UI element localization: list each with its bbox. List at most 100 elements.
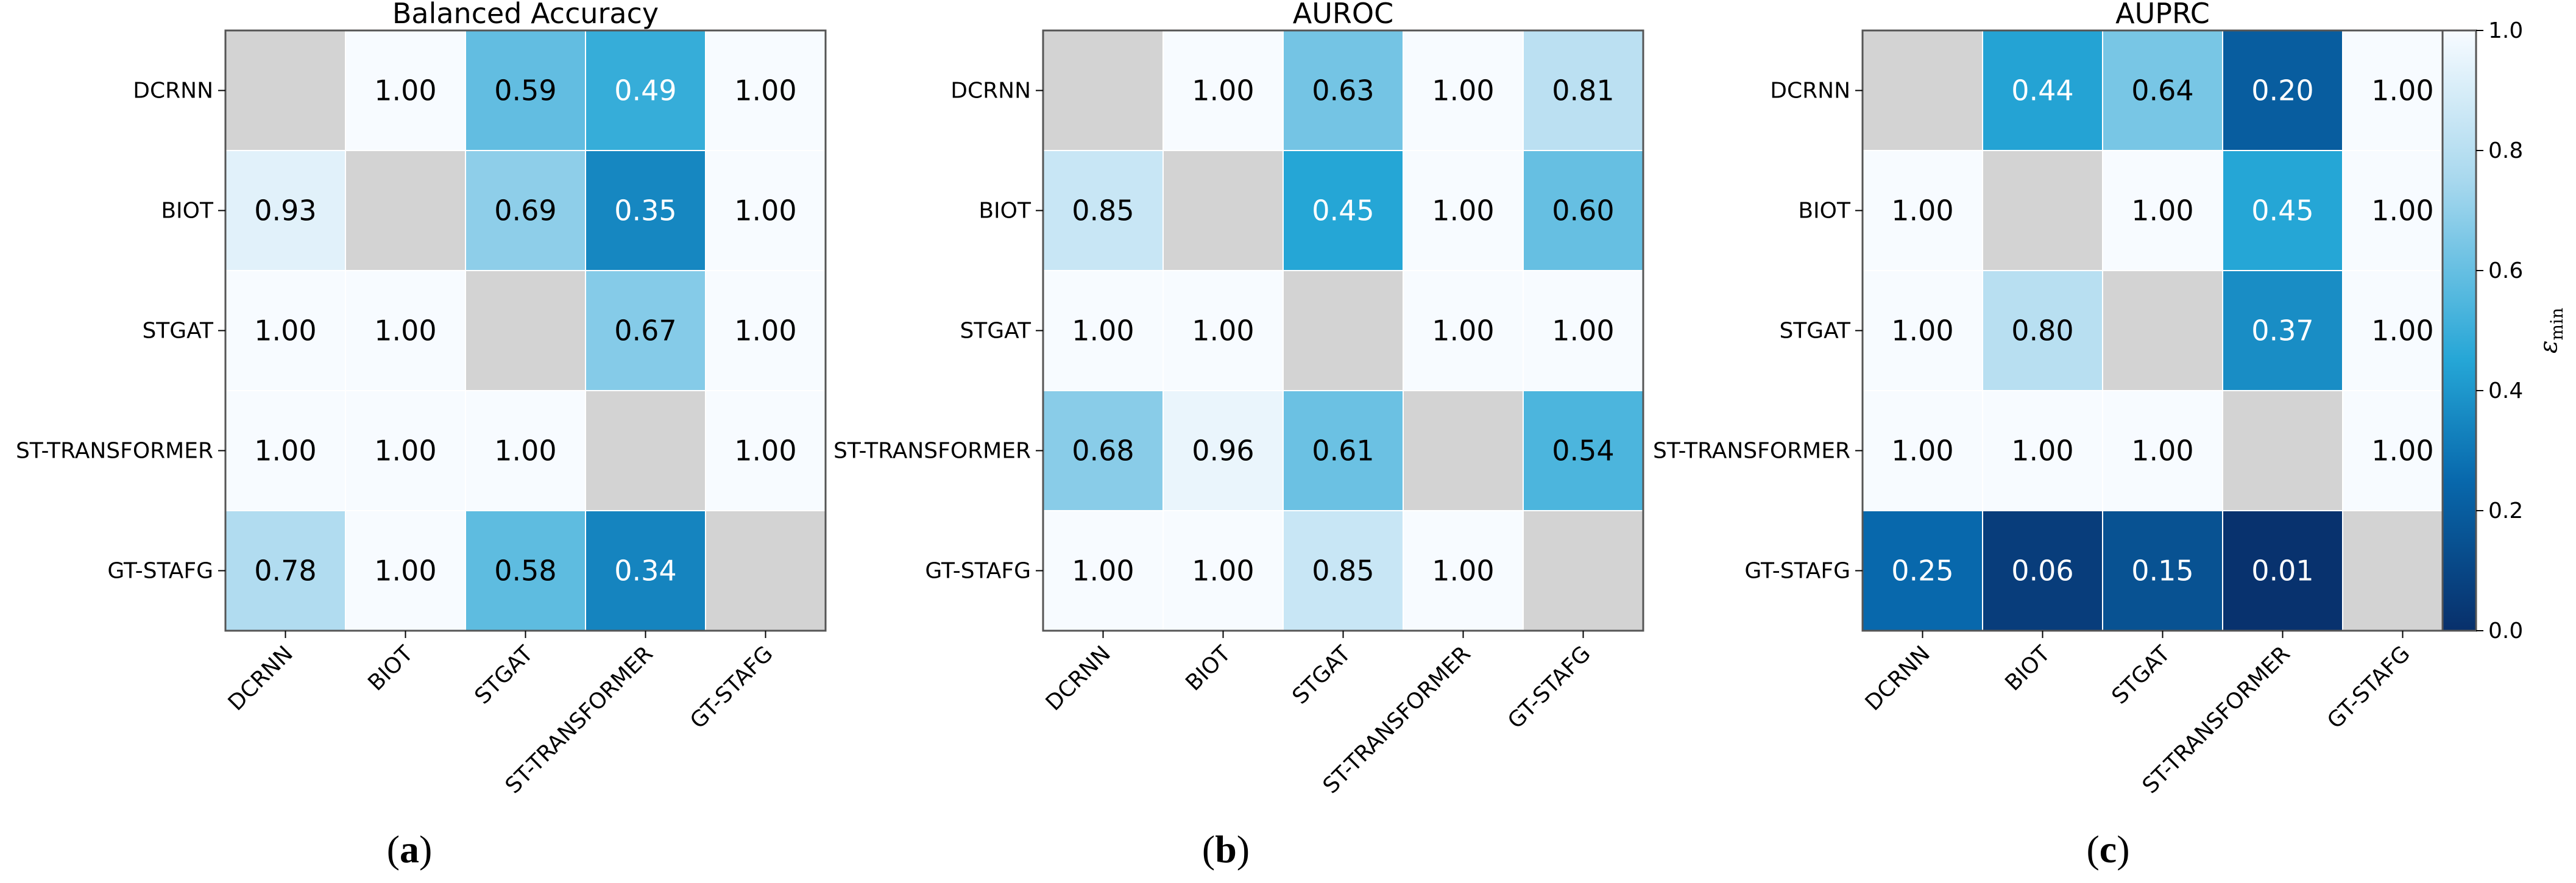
x-tick-label: BIOT xyxy=(2000,641,2055,696)
heatmap-cell xyxy=(225,510,346,631)
heatmap-cell xyxy=(2102,510,2223,631)
x-tick-label: DCRNN xyxy=(1861,641,1935,715)
cell-value-label: 1.00 xyxy=(2371,194,2433,227)
heatmap-cell-diagonal xyxy=(225,30,346,151)
cell-value-label: 0.20 xyxy=(2251,74,2313,107)
heatmap-cell xyxy=(1162,30,1284,151)
cell-value-label: 1.00 xyxy=(734,314,796,347)
heatmap-cell xyxy=(345,510,466,631)
cell-value-label: 0.25 xyxy=(1891,555,1953,587)
cell-value-label: 0.54 xyxy=(1552,434,1614,467)
x-tick-label: DCRNN xyxy=(224,641,298,715)
chart-title: AUROC xyxy=(1293,0,1393,30)
cell-value-label: 1.00 xyxy=(1432,194,1494,227)
y-tick-label: DCRNN xyxy=(133,79,213,104)
colorbar-tick-label: 0.8 xyxy=(2488,138,2523,163)
cell-value-label: 0.67 xyxy=(614,314,676,347)
y-tick-label: ST-TRANSFORMER xyxy=(16,439,213,464)
heatmap-cell xyxy=(465,390,586,511)
cell-value-label: 1.00 xyxy=(734,434,796,467)
cell-value-label: 0.45 xyxy=(1312,194,1374,227)
subfigure-label: (c) xyxy=(2086,828,2129,871)
cell-value-label: 1.00 xyxy=(2371,434,2433,467)
cell-value-label: 1.00 xyxy=(494,434,556,467)
cell-value-label: 1.00 xyxy=(1072,314,1134,347)
x-tick-label: STGAT xyxy=(1287,641,1356,709)
cell-value-label: 0.59 xyxy=(494,74,556,107)
subfigure-label: (a) xyxy=(387,828,433,871)
heatmap-cell xyxy=(345,270,466,391)
heatmap-cell xyxy=(1862,270,1983,391)
cell-value-label: 1.00 xyxy=(374,434,436,467)
panel-auprc: 0.44 0.64 0.20 1.00 1.00 1.00 0.45 1.00 1.00 0.80… xyxy=(1653,0,2464,799)
colorbar-tick-label: 0.2 xyxy=(2488,498,2523,523)
cell-value-label: 0.80 xyxy=(2011,314,2073,347)
x-tick-label: BIOT xyxy=(363,641,418,696)
cell-value-label: 1.00 xyxy=(1192,74,1254,107)
y-tick-label: DCRNN xyxy=(950,79,1031,104)
y-tick-label: STGAT xyxy=(142,319,214,344)
heatmap-cell xyxy=(705,270,826,391)
heatmap-cell xyxy=(1523,270,1644,391)
cell-value-label: 1.00 xyxy=(374,555,436,587)
heatmap-cell-diagonal xyxy=(465,270,586,391)
y-tick-label: ST-TRANSFORMER xyxy=(1653,439,1850,464)
cell-value-label: 1.00 xyxy=(1072,555,1134,587)
cell-value-label: 0.78 xyxy=(254,555,316,587)
cell-value-label: 1.00 xyxy=(1432,555,1494,587)
cell-value-label: 1.00 xyxy=(254,314,316,347)
cell-value-label: 1.00 xyxy=(2131,194,2193,227)
cell-value-label: 1.00 xyxy=(1891,434,1953,467)
cell-value-label: 1.00 xyxy=(734,194,796,227)
cell-value-label: 0.69 xyxy=(494,194,556,227)
x-tick-label: GT-STAFG xyxy=(1503,641,1596,734)
panel-balanced-accuracy: 1.00 0.59 0.49 1.00 0.93 0.69 0.35 1.00 1.00 1.00… xyxy=(16,0,827,799)
x-tick-label: DCRNN xyxy=(1041,641,1116,715)
cell-value-label: 1.00 xyxy=(2371,314,2433,347)
heatmap-cell xyxy=(225,390,346,511)
y-tick-label: ST-TRANSFORMER xyxy=(833,439,1031,464)
heatmap-cell-diagonal xyxy=(1283,270,1404,391)
cell-value-label: 0.85 xyxy=(1312,555,1374,587)
x-tick-label: GT-STAFG xyxy=(685,641,778,734)
heatmap-cell xyxy=(1862,150,1983,271)
heatmap-cell xyxy=(1862,510,1983,631)
cell-value-label: 1.00 xyxy=(374,74,436,107)
cell-value-label: 0.45 xyxy=(2251,194,2313,227)
cell-value-label: 1.00 xyxy=(1552,314,1614,347)
x-tick-label: GT-STAFG xyxy=(2323,641,2415,734)
heatmap-cell-diagonal xyxy=(705,510,826,631)
x-tick-label: STGAT xyxy=(470,641,538,709)
heatmap-cell-diagonal xyxy=(1862,30,1983,151)
y-tick-label: BIOT xyxy=(161,199,214,224)
cell-value-label: 0.35 xyxy=(614,194,676,227)
heatmap-cell xyxy=(1042,150,1164,271)
cell-value-label: 0.15 xyxy=(2131,555,2193,587)
heatmap-cell xyxy=(465,30,586,151)
heatmap-cell xyxy=(1403,150,1524,271)
heatmap-cell xyxy=(1523,150,1644,271)
heatmap-cell xyxy=(2222,150,2343,271)
cell-value-label: 0.68 xyxy=(1072,434,1134,467)
cell-value-label: 1.00 xyxy=(1891,314,1953,347)
colorbar-tick-label: 0.4 xyxy=(2488,378,2523,403)
cell-value-label: 1.00 xyxy=(2131,434,2193,467)
cell-value-label: 0.85 xyxy=(1072,194,1134,227)
heatmap-cell xyxy=(705,390,826,511)
heatmap-cell xyxy=(2222,270,2343,391)
cell-value-label: 0.63 xyxy=(1312,74,1374,107)
cell-value-label: 1.00 xyxy=(1891,194,1953,227)
heatmap-cell xyxy=(1042,390,1164,511)
heatmap-cell xyxy=(225,150,346,271)
heatmap-cell xyxy=(1523,390,1644,511)
heatmap-cell xyxy=(1042,510,1164,631)
heatmap-cell xyxy=(345,30,466,151)
heatmap-cell xyxy=(1162,510,1284,631)
heatmap-cell-diagonal xyxy=(1403,390,1524,511)
cell-value-label: 1.00 xyxy=(1432,314,1494,347)
heatmap-cell xyxy=(2102,390,2223,511)
colorbar-label: εmin xyxy=(2535,308,2567,353)
cell-value-label: 0.93 xyxy=(254,194,316,227)
heatmap-cell-diagonal xyxy=(2102,270,2223,391)
